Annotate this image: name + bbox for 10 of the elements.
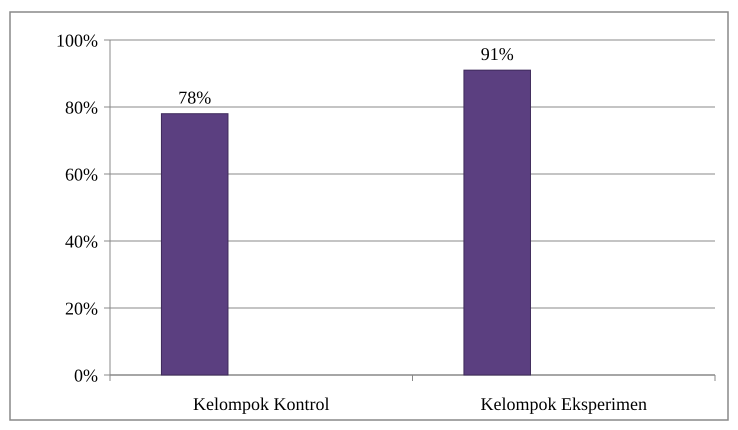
x-tick-label: Kelompok Eksperimen — [480, 394, 647, 414]
data-label: 91% — [480, 44, 514, 64]
y-tick-label: 60% — [65, 164, 98, 184]
y-tick-label: 40% — [65, 231, 98, 252]
y-tick-label: 100% — [56, 30, 98, 50]
y-tick-label: 20% — [65, 298, 98, 318]
x-tick-label: Kelompok Kontrol — [193, 394, 330, 414]
y-tick-label: 0% — [74, 365, 98, 386]
data-label: 78% — [178, 88, 212, 108]
y-tick-label: 80% — [65, 97, 98, 118]
